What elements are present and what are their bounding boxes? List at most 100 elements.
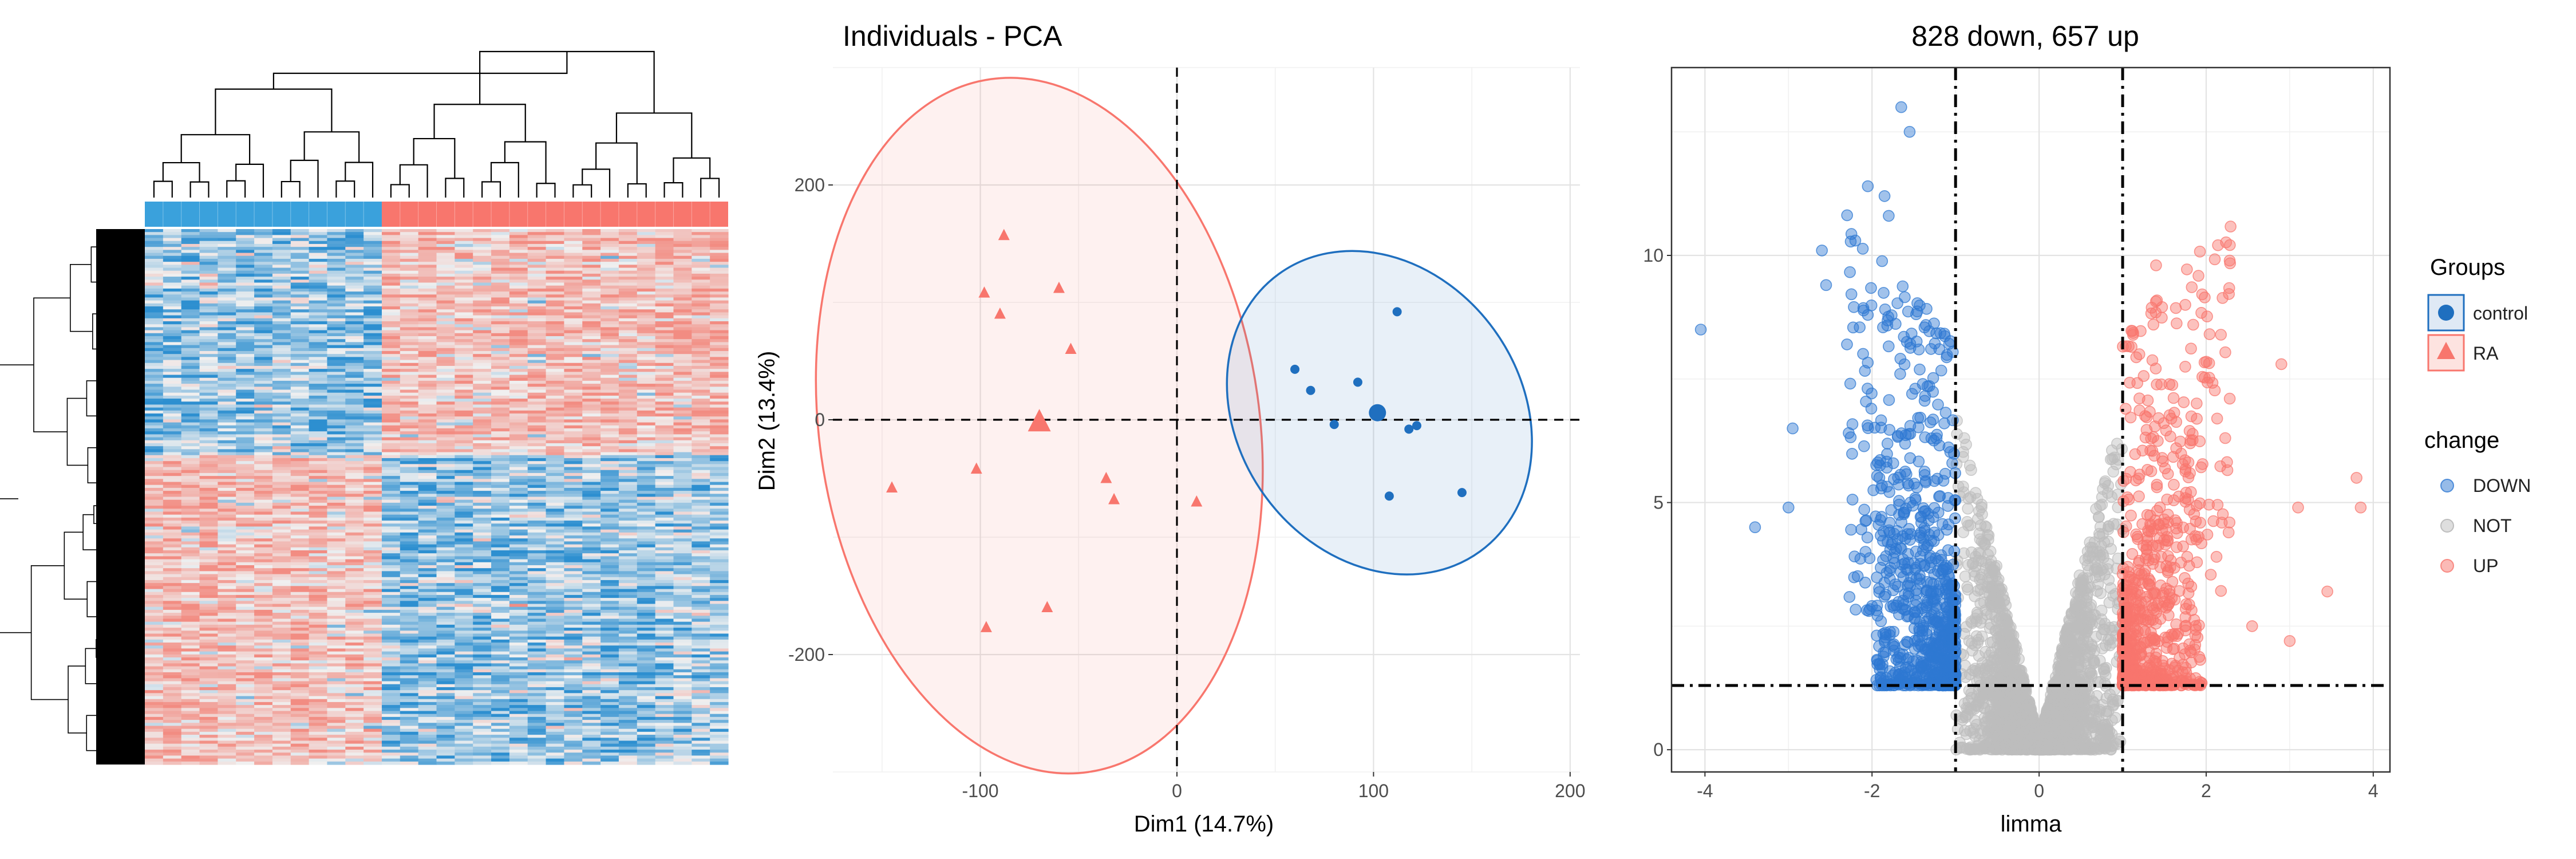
heatmap-cell xyxy=(655,294,674,298)
heatmap-cell xyxy=(254,556,273,560)
heatmap-cell xyxy=(199,333,218,337)
heatmap-cell xyxy=(564,571,583,575)
heatmap-cell xyxy=(418,399,437,402)
heatmap-cell xyxy=(381,235,401,239)
heatmap-cell xyxy=(673,544,692,548)
heatmap-cell xyxy=(218,672,236,676)
heatmap-cell xyxy=(473,336,492,340)
heatmap-cell xyxy=(637,491,656,494)
heatmap-cell xyxy=(163,559,182,563)
heatmap-cell xyxy=(400,472,419,476)
heatmap-cell xyxy=(290,333,310,337)
heatmap-cell xyxy=(655,491,674,494)
heatmap-cell xyxy=(600,250,619,254)
heatmap-cell xyxy=(455,324,473,328)
heatmap-cell xyxy=(145,487,164,491)
heatmap-cell xyxy=(710,565,729,569)
heatmap-cell xyxy=(163,357,182,361)
heatmap-cell xyxy=(546,648,564,652)
heatmap-cell xyxy=(254,452,273,456)
heatmap-cell xyxy=(527,229,547,233)
heatmap-cell xyxy=(364,300,382,304)
heatmap-cell xyxy=(309,375,328,379)
heatmap-cell xyxy=(254,535,273,539)
heatmap-cell xyxy=(455,497,473,501)
heatmap-cell xyxy=(364,375,382,379)
heatmap-cell xyxy=(181,258,200,262)
heatmap-cell xyxy=(254,410,273,414)
heatmap-cell xyxy=(181,479,200,483)
heatmap-cell xyxy=(163,511,182,515)
heatmap-cell xyxy=(236,324,255,328)
heatmap-cell xyxy=(582,577,601,581)
heatmap-cell xyxy=(145,482,164,486)
heatmap-cell xyxy=(272,568,291,572)
heatmap-cell xyxy=(181,618,200,622)
heatmap-cell xyxy=(600,318,619,322)
heatmap-cell xyxy=(199,380,218,384)
heatmap-cell xyxy=(381,277,401,280)
heatmap-cell xyxy=(327,472,346,476)
heatmap-cell xyxy=(364,660,382,664)
heatmap-cell xyxy=(527,452,547,456)
heatmap-cell xyxy=(254,509,273,513)
heatmap-cell xyxy=(455,514,473,518)
heatmap-cell xyxy=(509,452,528,456)
heatmap-cell xyxy=(509,401,528,405)
heatmap-cell xyxy=(236,348,255,352)
heatmap-cell xyxy=(327,633,346,637)
heatmap-cell xyxy=(400,491,419,494)
heatmap-cell xyxy=(309,407,328,411)
heatmap-cell xyxy=(527,262,547,265)
heatmap-cell xyxy=(218,422,236,426)
heatmap-cell xyxy=(272,404,291,408)
heatmap-cell xyxy=(473,380,492,384)
heatmap-cell xyxy=(272,241,291,245)
heatmap-cell xyxy=(527,327,547,331)
heatmap-cell xyxy=(655,279,674,283)
heatmap-cell xyxy=(400,365,419,369)
heatmap-cell xyxy=(381,589,401,593)
heatmap-cell xyxy=(181,467,200,471)
heatmap-cell xyxy=(254,616,273,620)
heatmap-cell xyxy=(327,253,346,257)
heatmap-cell xyxy=(254,345,273,349)
heatmap-cell xyxy=(673,491,692,494)
heatmap-cell xyxy=(418,297,437,301)
heatmap-cell xyxy=(655,253,674,257)
heatmap-cell xyxy=(637,416,656,420)
heatmap-cell xyxy=(600,464,619,468)
heatmap-cell xyxy=(436,669,455,673)
heatmap-cell xyxy=(163,577,182,581)
heatmap-cell xyxy=(309,413,328,417)
heatmap-cell xyxy=(673,559,692,563)
heatmap-cell xyxy=(163,556,182,560)
heatmap-cell xyxy=(692,532,710,536)
heatmap-cell xyxy=(509,586,528,590)
heatmap-cell xyxy=(145,523,164,527)
heatmap-cell xyxy=(327,506,346,509)
heatmap-cell xyxy=(655,594,674,598)
heatmap-cell xyxy=(473,666,492,670)
heatmap-cell xyxy=(564,529,583,533)
heatmap-cell xyxy=(163,419,182,423)
heatmap-cell xyxy=(527,499,547,503)
heatmap-cell xyxy=(181,535,200,539)
heatmap-cell xyxy=(546,589,564,593)
heatmap-cell xyxy=(564,509,583,513)
heatmap-cell xyxy=(218,538,236,542)
heatmap-cell xyxy=(455,247,473,250)
heatmap-cell xyxy=(327,487,346,491)
heatmap-cell xyxy=(309,372,328,376)
heatmap-cell xyxy=(236,532,255,536)
heatmap-cell xyxy=(290,586,310,590)
heatmap-cell xyxy=(600,241,619,245)
heatmap-cell xyxy=(618,669,638,673)
heatmap-cell xyxy=(254,399,273,402)
heatmap-cell xyxy=(692,621,710,625)
heatmap-cell xyxy=(637,517,656,521)
heatmap-cell xyxy=(163,265,182,269)
heatmap-cell xyxy=(272,392,291,396)
heatmap-cell xyxy=(600,479,619,483)
heatmap-cell xyxy=(637,526,656,530)
